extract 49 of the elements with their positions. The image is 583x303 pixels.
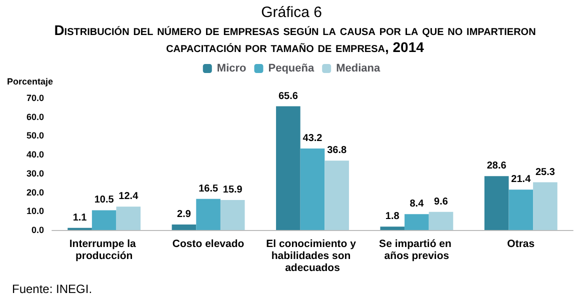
data-label: 15.9	[222, 184, 243, 196]
data-label: 28.6	[486, 160, 507, 172]
data-label: 43.2	[302, 133, 323, 144]
bar	[404, 214, 429, 230]
chart-title: Gráfica 6	[260, 4, 323, 21]
x-tick-label: Interrumpe la producción	[69, 238, 139, 262]
bar	[324, 160, 349, 230]
chart-subtitle: Distribución del número de empresas según la causa por la que no impartieron capacitación por tamaño de empresa, 2014	[53, 22, 537, 56]
bar	[196, 198, 220, 230]
y-tick-label: 50.0	[26, 130, 44, 141]
bar	[380, 226, 405, 230]
y-tick-label: 10.0	[26, 206, 44, 216]
x-tick-label: Otras	[507, 238, 535, 250]
y-tick-label: 30.0	[26, 168, 44, 178]
x-tick-label: Se impartió en años previos	[379, 238, 454, 262]
bar	[116, 206, 141, 230]
bar	[300, 148, 325, 230]
y-tick-label: 70.0	[26, 93, 44, 103]
bar	[484, 176, 509, 230]
y-tick-label: 20.0	[26, 187, 44, 198]
bar	[508, 190, 534, 230]
data-label: 25.3	[535, 166, 556, 178]
bar	[428, 212, 454, 230]
data-label: 65.6	[278, 90, 298, 102]
bar	[533, 182, 558, 230]
bar	[92, 210, 116, 230]
bar	[172, 224, 196, 230]
data-label: 21.4	[511, 174, 532, 186]
legend-label: Pequeña	[268, 62, 315, 74]
legend-label: Mediana	[336, 62, 381, 74]
data-label: 2.9	[177, 209, 192, 220]
data-label: 8.4	[410, 198, 424, 210]
bar	[276, 106, 300, 230]
data-label: 10.5	[94, 194, 114, 206]
y-tick-label: 60.0	[26, 112, 44, 122]
x-tick-label: Costo elevado	[172, 238, 244, 250]
x-tick-label: El conocimiento y habilidades son adecuados	[266, 238, 359, 274]
data-label: 12.4	[118, 191, 139, 202]
bar	[220, 200, 245, 230]
legend-label: Micro	[216, 62, 247, 74]
source-note: Fuente: INEGI.	[12, 282, 92, 296]
y-tick-label: 0.0	[31, 225, 44, 235]
data-label: 1.8	[385, 211, 400, 222]
data-label: 9.6	[434, 196, 448, 208]
y-axis-title: Porcentaje	[7, 76, 54, 86]
data-label: 16.5	[198, 183, 218, 194]
data-label: 1.1	[72, 212, 88, 224]
y-tick-label: 40.0	[26, 150, 44, 160]
data-label: 36.8	[327, 145, 347, 156]
